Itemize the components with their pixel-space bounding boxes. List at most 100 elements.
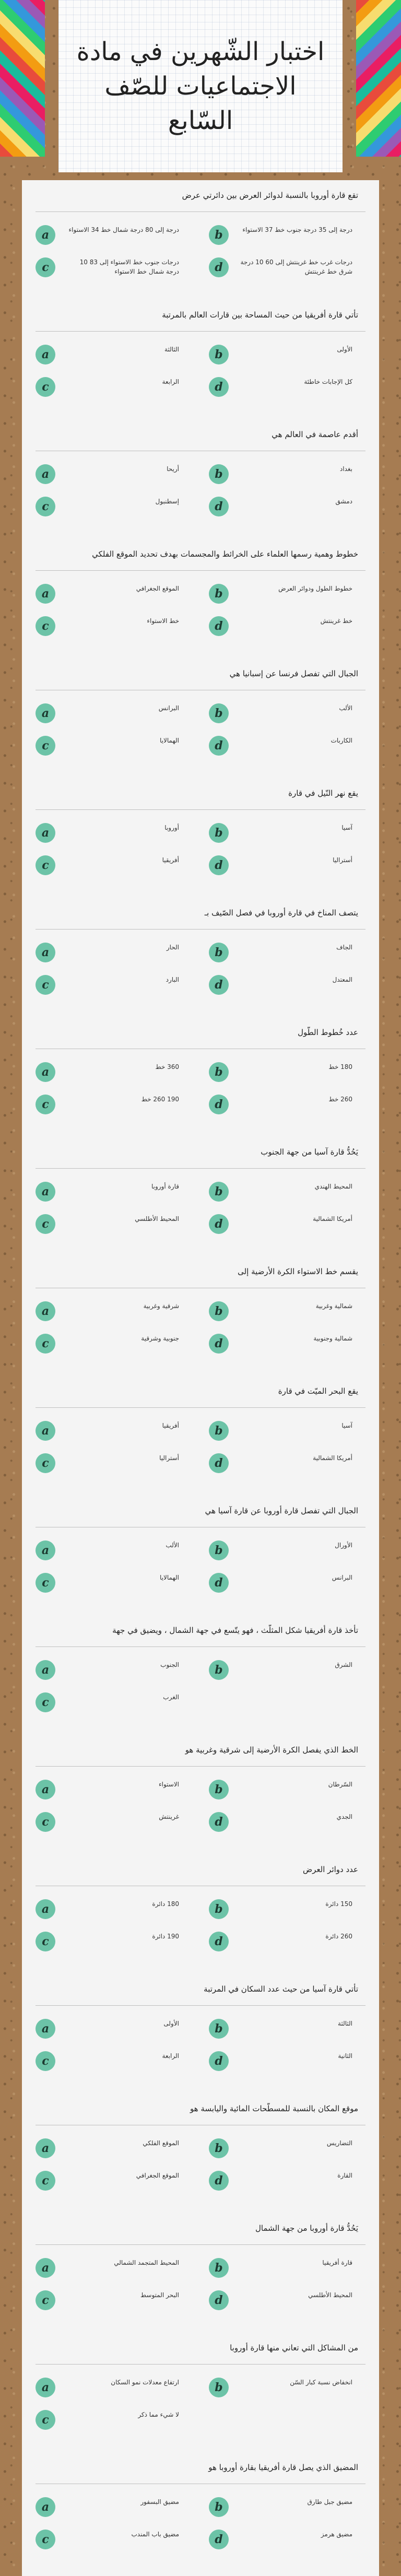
option-label: 180 خط	[328, 1063, 352, 1071]
option-letter-badge: b	[209, 1660, 229, 1680]
answer-option-c[interactable]: c الرابعة	[36, 2048, 192, 2073]
answer-option-a[interactable]: a أوروبا	[36, 820, 192, 845]
answer-option-c[interactable]: c إسطنبول	[36, 493, 192, 519]
answer-option-c[interactable]: c جنوبية وشرقية	[36, 1331, 192, 1356]
answer-option-c[interactable]: c الموقع الجغرافي	[36, 2168, 192, 2193]
question-block: الخط الذي يفصل الكرة الأرضية إلى شرقية و…	[36, 1735, 365, 1852]
question-text: عدد دوائر العرض	[303, 1865, 358, 1874]
answer-option-b[interactable]: b 180 خط	[209, 1059, 365, 1084]
answer-option-d[interactable]: d 260 دائرة	[209, 1928, 365, 1954]
answer-option-b[interactable]: b بغداد	[209, 461, 365, 486]
answer-option-d[interactable]: d الكاربات	[209, 733, 365, 758]
answer-option-b[interactable]: b السّرطان	[209, 1777, 365, 1802]
answer-option-a[interactable]: a أفريقيا	[36, 1418, 192, 1443]
answer-option-d[interactable]: d أمريكا الشمالية	[209, 1450, 365, 1475]
answer-option-b[interactable]: b قارة أفريقيا	[209, 2255, 365, 2280]
answer-option-a[interactable]: a الألب	[36, 1537, 192, 1562]
answer-option-b[interactable]: b آسيا	[209, 820, 365, 845]
answer-option-b[interactable]: b خطوط الطول ودوائر العرض	[209, 581, 365, 606]
option-label: مضيق جبل طارق	[307, 2498, 352, 2506]
answer-option-b[interactable]: b مضيق جبل طارق	[209, 2494, 365, 2519]
answer-option-c[interactable]: c درجات جنوب خط الاستواء إلى 83 10 درجة ش…	[36, 254, 192, 279]
option-label: المعتدل	[332, 976, 352, 983]
option-label: غرينتش	[159, 1813, 179, 1820]
option-label: البرانس	[158, 704, 179, 712]
option-label: الحار	[166, 944, 179, 951]
answer-option-b[interactable]: b الأورال	[209, 1537, 365, 1562]
answer-option-d[interactable]: d كل الإجابات خاطئة	[209, 374, 365, 399]
answer-option-b[interactable]: b 150 دائرة	[209, 1896, 365, 1921]
answer-option-d[interactable]: d 260 خط	[209, 1091, 365, 1116]
answer-option-a[interactable]: a ارتفاع معدلات نمو السكان	[36, 2374, 192, 2399]
answer-option-c[interactable]: c لا شيء مما ذكر	[36, 2407, 192, 2432]
answer-option-d[interactable]: d مضيق هرمز	[209, 2526, 365, 2551]
answer-option-b[interactable]: b الثالثة	[209, 2016, 365, 2041]
answer-option-a[interactable]: a الحار	[36, 939, 192, 964]
answer-option-c[interactable]: c البارد	[36, 972, 192, 997]
answer-option-a[interactable]: a أريحا	[36, 461, 192, 486]
answer-option-a[interactable]: a الجنوب	[36, 1657, 192, 1682]
answer-option-d[interactable]: d القارة	[209, 2168, 365, 2193]
title-line-2: الاجتماعيات للصّف السّابع	[104, 72, 297, 135]
answer-option-d[interactable]: d البرانس	[209, 1570, 365, 1595]
answer-option-c[interactable]: c 190 دائرة	[36, 1928, 192, 1954]
answer-option-b[interactable]: b درجة إلى 35 درجة جنوب خط 37 الاستواء	[209, 222, 365, 247]
answer-option-b[interactable]: b الألب	[209, 700, 365, 725]
option-label: 190 260 خط	[141, 1096, 179, 1103]
answer-option-d[interactable]: d المعتدل	[209, 972, 365, 997]
answer-option-c[interactable]: c الهمالايا	[36, 1570, 192, 1595]
answer-option-c[interactable]: c خط الاستواء	[36, 613, 192, 638]
answer-option-b[interactable]: b شمالية وغربية	[209, 1298, 365, 1323]
option-letter-badge: b	[209, 703, 229, 723]
answer-option-a[interactable]: a الموقع الفلكي	[36, 2135, 192, 2160]
answer-option-a[interactable]: a البرانس	[36, 700, 192, 725]
answer-option-c[interactable]: c الرابعة	[36, 374, 192, 399]
answer-option-c[interactable]: c مضيق باب المندب	[36, 2526, 192, 2551]
option-label: درجات غرب خط غرينتش إلى 60 10 درجة شرق خ…	[240, 258, 352, 275]
answer-option-c[interactable]: c أفريقيا	[36, 852, 192, 877]
answer-option-a[interactable]: a شرقية وغربية	[36, 1298, 192, 1323]
option-letter-badge: c	[36, 257, 55, 277]
answer-option-a[interactable]: a الموقع الجغرافي	[36, 581, 192, 606]
question-block: الجبال التي تفصل قارة أوروبا عن قارة آسي…	[36, 1496, 365, 1613]
answer-option-a[interactable]: a الثالثة	[36, 342, 192, 367]
answer-option-d[interactable]: d دمشق	[209, 493, 365, 519]
answer-option-d[interactable]: d أستراليا	[209, 852, 365, 877]
answer-option-b[interactable]: b الشرق	[209, 1657, 365, 1682]
answer-option-c[interactable]: c الهمالايا	[36, 733, 192, 758]
answer-option-b[interactable]: b الأولى	[209, 342, 365, 367]
answer-option-a[interactable]: a قارة أوروبا	[36, 1179, 192, 1204]
answer-option-c[interactable]: c غرينتش	[36, 1809, 192, 1834]
answer-option-c[interactable]: c أستراليا	[36, 1450, 192, 1475]
answer-option-b[interactable]: b الجاف	[209, 939, 365, 964]
answer-option-d[interactable]: d خط غرينتش	[209, 613, 365, 638]
answer-option-b[interactable]: b المحيط الهندي	[209, 1179, 365, 1204]
option-letter-badge: d	[209, 855, 229, 875]
option-letter-badge: b	[209, 1301, 229, 1321]
answer-option-b[interactable]: b انخفاض نسبة كبار السّن	[209, 2374, 365, 2399]
answer-option-d[interactable]: d الجدي	[209, 1809, 365, 1834]
answer-option-b[interactable]: b التضاريس	[209, 2135, 365, 2160]
answer-option-d[interactable]: d المحيط الأطلسي	[209, 2287, 365, 2312]
answer-option-a[interactable]: a المحيط المتجمد الشمالي	[36, 2255, 192, 2280]
answer-option-c[interactable]: c البحر المتوسط	[36, 2287, 192, 2312]
answer-option-a[interactable]: a مضيق البسفور	[36, 2494, 192, 2519]
option-label: 360 خط	[155, 1063, 179, 1071]
answer-option-c[interactable]: c الغرب	[36, 1689, 192, 1714]
answer-option-a[interactable]: a 360 خط	[36, 1059, 192, 1084]
option-label: المحيط المتجمد الشمالي	[114, 2259, 179, 2266]
answer-option-d[interactable]: d الثانية	[209, 2048, 365, 2073]
option-letter-badge: a	[36, 2019, 55, 2039]
answer-option-a[interactable]: a 180 دائرة	[36, 1896, 192, 1921]
answer-option-d[interactable]: d شمالية وجنوبية	[209, 1331, 365, 1356]
answer-option-a[interactable]: a الأولى	[36, 2016, 192, 2041]
option-letter-badge: c	[36, 1095, 55, 1114]
answer-option-d[interactable]: d درجات غرب خط غرينتش إلى 60 10 درجة شرق …	[209, 254, 365, 279]
answer-option-a[interactable]: a الاستواء	[36, 1777, 192, 1802]
answer-option-d[interactable]: d أمريكا الشمالية	[209, 1211, 365, 1236]
answer-option-a[interactable]: a درجة إلى 80 درجة شمال خط 34 الاستواء	[36, 222, 192, 247]
answer-option-c[interactable]: c المحيط الأطلسي	[36, 1211, 192, 1236]
answer-option-b[interactable]: b آسيا	[209, 1418, 365, 1443]
question-block: يتصف المناخ في قارة أوروبا في فصل الصّيف…	[36, 898, 365, 1015]
answer-option-c[interactable]: c 190 260 خط	[36, 1091, 192, 1116]
